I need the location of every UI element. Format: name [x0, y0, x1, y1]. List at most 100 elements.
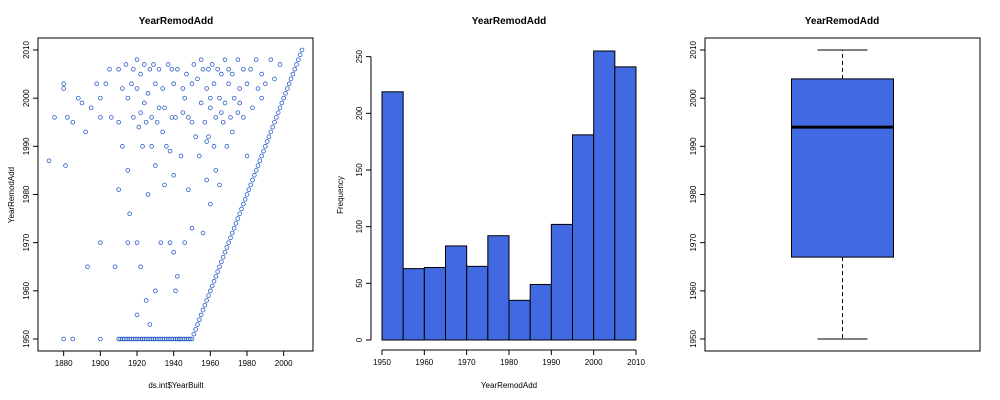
boxplot-title: YearRemodAdd — [805, 16, 879, 27]
x-tick-label: 2010 — [627, 358, 645, 367]
scatter-point — [189, 119, 195, 125]
scatter-point — [138, 110, 143, 115]
x-tick-label: 2000 — [585, 358, 603, 367]
scatter-point — [156, 105, 162, 111]
scatter-point — [116, 187, 121, 192]
scatter-point — [266, 134, 272, 140]
scatter-point — [242, 197, 248, 202]
y-tick-label: 100 — [355, 219, 364, 233]
histogram-bar — [529, 283, 552, 341]
scatter-point — [193, 327, 198, 332]
scatter-point — [213, 274, 219, 279]
scatter-point — [275, 110, 281, 115]
scatter-point — [140, 144, 145, 149]
scatter-point — [217, 264, 222, 270]
scatter-point — [184, 71, 189, 77]
scatter-point — [219, 259, 224, 265]
scatter-plot-frame — [37, 37, 314, 352]
scatter-y-label: YearRemodAdd — [7, 167, 16, 223]
y-tick-label: 200 — [355, 106, 364, 120]
scatter-point — [253, 168, 259, 173]
scatter-point — [127, 211, 132, 217]
x-tick-label: 1920 — [128, 359, 146, 368]
scatter-point — [213, 115, 219, 120]
scatter-point — [198, 100, 204, 106]
scatter-point — [175, 66, 180, 72]
histogram-bar — [381, 91, 404, 341]
y-tick-label: 1960 — [689, 281, 698, 299]
scatter-point — [182, 95, 187, 101]
scatter-point — [70, 336, 76, 342]
scatter-point — [151, 62, 156, 67]
scatter-point — [143, 298, 149, 303]
scatter-point — [241, 66, 246, 72]
y-tick-label: 250 — [355, 49, 364, 63]
scatter-point — [219, 71, 224, 77]
scatter-point — [61, 336, 66, 342]
scatter-point — [277, 62, 283, 67]
scatter-point — [193, 134, 198, 140]
boxplot-panel: YearRemodAdd 1950 1960 1970 1980 1990 2000 201… — [689, 16, 981, 352]
scatter-point — [286, 81, 292, 87]
scatter-point — [129, 81, 134, 87]
scatter-point — [171, 81, 176, 87]
scatter-point — [208, 95, 213, 101]
scatter-point — [235, 110, 241, 115]
scatter-point — [272, 76, 277, 82]
scatter-point — [231, 95, 237, 101]
scatter-point — [250, 105, 255, 111]
y-tick-label: 1960 — [22, 281, 31, 299]
scatter-point — [224, 144, 230, 149]
scatter-point — [116, 119, 121, 125]
scatter-point — [164, 144, 169, 149]
y-tick-label: 2010 — [22, 41, 31, 59]
scatter-point — [208, 201, 213, 207]
y-tick-label: 1950 — [689, 330, 698, 348]
y-tick-label: 1990 — [22, 137, 31, 155]
scatter-point — [222, 100, 228, 106]
scatter-point — [253, 57, 259, 62]
y-tick-label: 1970 — [689, 233, 698, 251]
x-tick-label: 1990 — [542, 358, 560, 367]
scatter-point — [173, 288, 178, 294]
scatter-point — [195, 76, 200, 82]
y-tick-label: 1950 — [22, 330, 31, 348]
scatter-point — [252, 172, 257, 178]
scatter-point — [63, 163, 68, 168]
scatter-point — [222, 250, 228, 255]
histogram-panel: YearRemodAdd YearRemodAdd Frequency 1950… — [336, 16, 645, 390]
scatter-point — [226, 240, 231, 245]
x-tick-label: 1880 — [55, 359, 73, 368]
scatter-point — [61, 81, 66, 87]
scatter-point — [211, 81, 217, 87]
x-tick-label: 1980 — [238, 359, 256, 368]
scatter-point — [263, 144, 268, 149]
scatter-point — [296, 57, 301, 62]
scatter-point — [231, 225, 237, 231]
scatter-point — [120, 144, 125, 149]
scatter-point — [217, 95, 222, 101]
histogram-bar — [466, 265, 489, 341]
scatter-point — [241, 201, 246, 207]
scatter-point — [116, 66, 121, 72]
scatter-point — [213, 168, 219, 173]
scatter-x-label: ds.int$YearBuilt — [148, 381, 204, 390]
scatter-point — [189, 336, 195, 342]
scatter-point — [98, 336, 103, 342]
scatter-point — [226, 66, 231, 72]
scatter-point — [244, 153, 250, 159]
scatter-point — [156, 66, 162, 72]
scatter-point — [202, 302, 208, 308]
scatter-point — [142, 100, 147, 106]
scatter-point — [290, 71, 296, 77]
y-tick-label: 2000 — [22, 89, 31, 107]
scatter-point — [268, 57, 274, 62]
scatter-point — [285, 86, 290, 91]
histogram-bar — [614, 66, 637, 341]
x-tick-label: 1950 — [373, 358, 391, 367]
scatter-point — [237, 86, 242, 91]
scatter-point — [263, 81, 268, 87]
scatter-point — [103, 81, 109, 87]
scatter-point — [274, 115, 279, 120]
